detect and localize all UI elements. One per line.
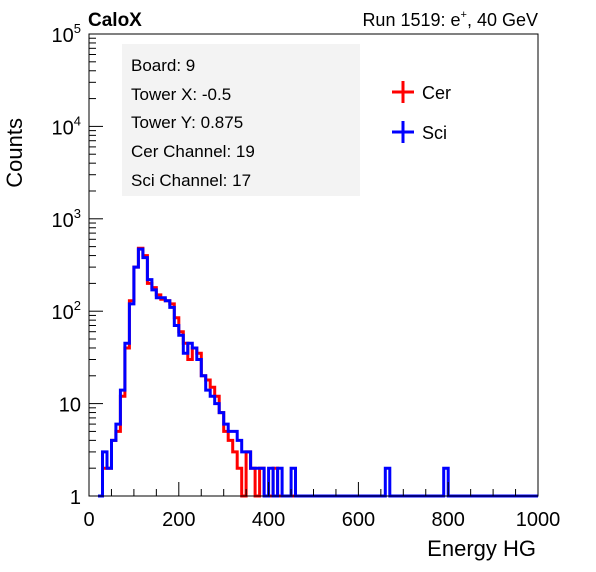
series-line-cer (98, 246, 318, 498)
x-tick-label: 200 (162, 509, 195, 531)
x-axis-title: Energy HG (427, 536, 536, 561)
info-board: Board: 9 (131, 56, 195, 75)
y-tick-label: 104 (52, 113, 81, 139)
run-label: Run 1519: e+, 40 GeV (362, 9, 538, 30)
y-tick-label: 1 (70, 487, 81, 509)
legend-label-cer: Cer (422, 83, 451, 103)
info-tower-x: Tower X: -0.5 (131, 85, 231, 104)
info-box: Board: 9 Tower X: -0.5 Tower Y: 0.875 Ce… (122, 44, 360, 196)
x-tick-label: 1000 (516, 509, 561, 531)
info-tower-y: Tower Y: 0.875 (131, 113, 243, 132)
y-tick-label: 105 (52, 21, 81, 47)
series-line-sci (98, 247, 538, 498)
axes-layer: 0 200 400 600 800 1000 1 10 102 103 104 105 (52, 21, 561, 531)
info-sci-channel: Sci Channel: 17 (131, 171, 251, 190)
legend-marker-cer (392, 81, 414, 103)
y-tick-label: 102 (52, 298, 81, 324)
x-tick-label: 800 (432, 509, 465, 531)
series-layer (98, 246, 538, 498)
y-axis-title: Counts (2, 118, 27, 188)
x-tick-label: 400 (252, 509, 285, 531)
experiment-label: CaloX (88, 10, 142, 31)
legend: Cer Sci (392, 81, 451, 143)
y-tick-label: 103 (52, 206, 81, 232)
info-cer-channel: Cer Channel: 19 (131, 142, 255, 161)
y-tick-label: 10 (59, 395, 81, 417)
legend-label-sci: Sci (422, 123, 447, 143)
x-tick-label: 600 (342, 509, 375, 531)
x-tick-label: 0 (83, 509, 94, 531)
info-box-background (122, 44, 360, 196)
legend-marker-sci (392, 121, 414, 143)
